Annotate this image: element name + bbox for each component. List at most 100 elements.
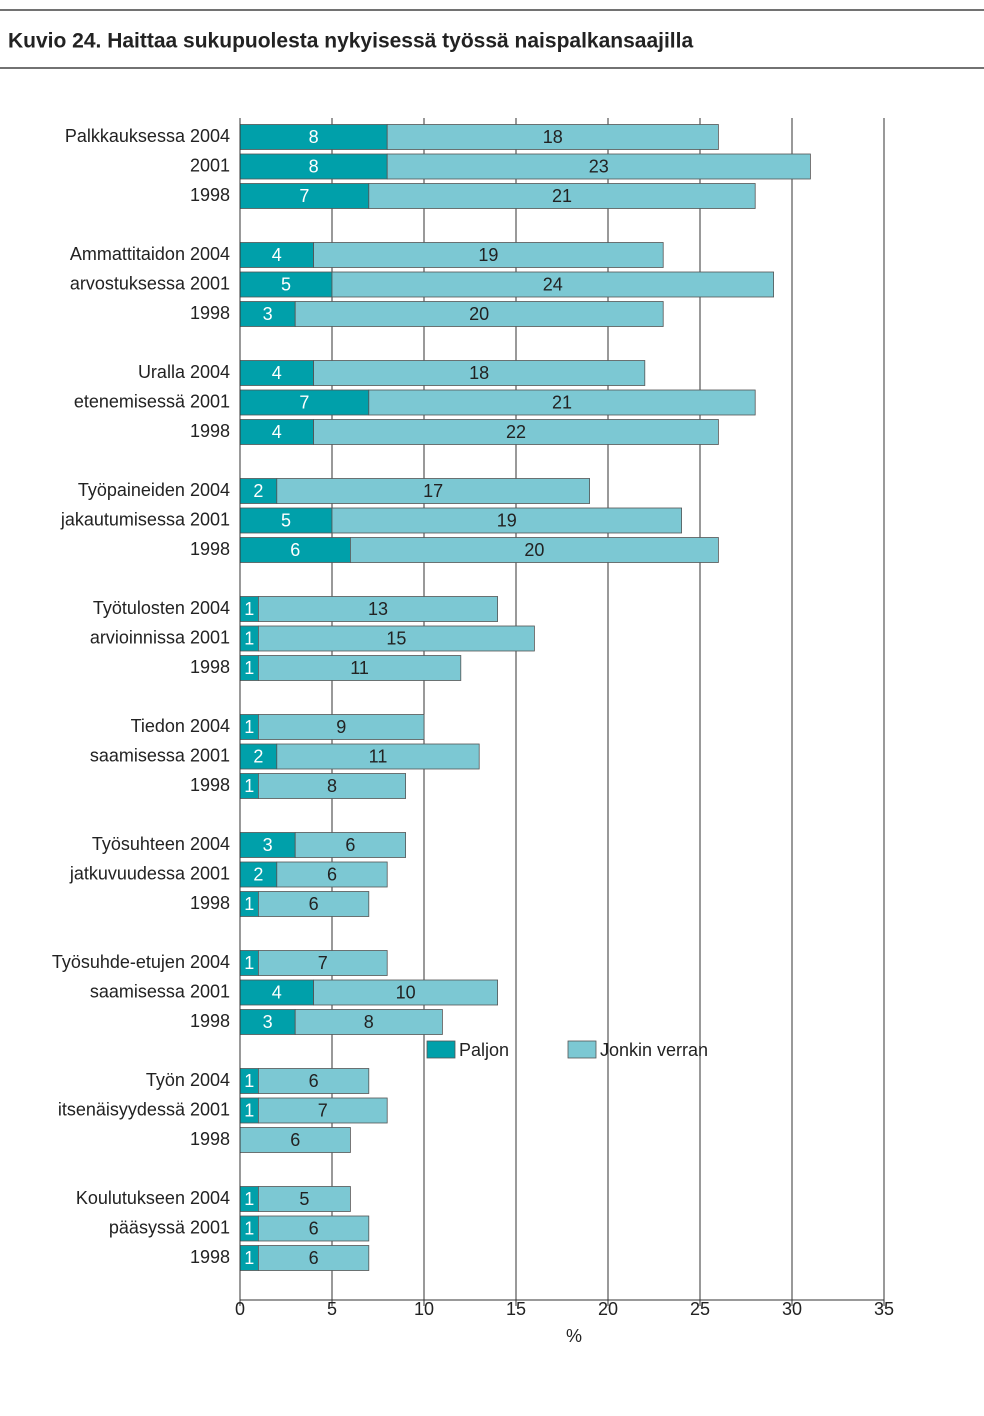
- data-label: 1: [244, 1100, 254, 1120]
- legend-label: Paljon: [459, 1040, 509, 1060]
- bar-segment: [349, 537, 719, 563]
- legend-swatch: [426, 1040, 456, 1059]
- data-label: 9: [336, 717, 346, 737]
- data-label: 2: [253, 481, 263, 501]
- bar-segment: [239, 861, 278, 888]
- data-label: 6: [309, 1248, 319, 1268]
- data-label: 5: [281, 510, 291, 530]
- data-label: 6: [345, 835, 355, 855]
- data-label: 4: [272, 422, 282, 442]
- data-label: 1: [244, 1071, 254, 1091]
- data-label: 17: [423, 481, 443, 501]
- bar-segment: [257, 714, 425, 740]
- data-label: 3: [263, 1012, 273, 1032]
- y-tick-label: etenemisessä 2001: [74, 391, 230, 411]
- data-label: 6: [327, 864, 337, 884]
- x-tick-label: 25: [690, 1299, 710, 1319]
- y-tick-label: Palkkauksessa 2004: [65, 126, 230, 146]
- x-tick-label: 0: [235, 1299, 245, 1319]
- bar-segment: [257, 625, 535, 652]
- y-tick-label: arvioinnissa 2001: [90, 627, 230, 647]
- y-tick-label: jakautumisessa 2001: [60, 509, 230, 529]
- bar-segment: [257, 655, 462, 681]
- data-label: 24: [543, 274, 563, 294]
- data-label: 1: [244, 658, 254, 678]
- y-tick-label: Tiedon 2004: [131, 716, 230, 736]
- x-tick-label: 10: [414, 1299, 434, 1319]
- data-label: 18: [469, 363, 489, 383]
- data-label: 10: [396, 982, 416, 1002]
- y-tick-label: pääsyssä 2001: [109, 1217, 230, 1237]
- data-label: 6: [309, 1218, 319, 1238]
- data-label: 1: [244, 953, 254, 973]
- y-tick-label: 1998: [190, 303, 230, 323]
- y-tick-label: 1998: [190, 1247, 230, 1267]
- x-tick-label: 35: [874, 1299, 894, 1319]
- data-label: 4: [272, 245, 282, 265]
- bar-segment: [313, 979, 499, 1006]
- y-tick-label: 1998: [190, 1129, 230, 1149]
- bar-segment: [239, 389, 370, 416]
- data-label: 7: [318, 1100, 328, 1120]
- data-label: 2: [253, 864, 263, 884]
- data-label: 7: [299, 392, 309, 412]
- y-tick-label: 1998: [190, 893, 230, 913]
- x-axis-label: %: [566, 1326, 582, 1346]
- bar-segment: [239, 360, 314, 386]
- bar-segment: [257, 1186, 351, 1212]
- data-label: 7: [299, 186, 309, 206]
- bar-segment: [313, 360, 646, 386]
- y-tick-label: 1998: [190, 539, 230, 559]
- bar-segment: [294, 301, 664, 327]
- data-label: 8: [309, 127, 319, 147]
- bar-segment: [276, 743, 480, 770]
- data-label: 1: [244, 628, 254, 648]
- bar-segment: [294, 1009, 443, 1035]
- y-tick-label: 1998: [190, 775, 230, 795]
- data-label: 1: [244, 717, 254, 737]
- data-label: 2: [253, 746, 263, 766]
- legend-label: Jonkin verran: [600, 1040, 708, 1060]
- x-tick-label: 5: [327, 1299, 337, 1319]
- y-tick-label: Ammattitaidon 2004: [70, 244, 230, 264]
- bar-segment: [257, 1097, 388, 1124]
- bar-segment: [239, 478, 278, 504]
- data-label: 21: [552, 186, 572, 206]
- data-label: 8: [364, 1012, 374, 1032]
- data-label: 23: [589, 156, 609, 176]
- y-tick-label: 1998: [190, 185, 230, 205]
- bar-segment: [257, 891, 370, 917]
- data-label: 4: [272, 363, 282, 383]
- data-label: 5: [281, 274, 291, 294]
- bar-segment: [368, 183, 756, 209]
- y-tick-label: Työsuhteen 2004: [92, 834, 230, 854]
- data-label: 3: [263, 304, 273, 324]
- y-tick-label: saamisessa 2001: [90, 981, 230, 1001]
- data-label: 3: [263, 835, 273, 855]
- y-tick-label: jatkuvuudessa 2001: [69, 863, 230, 883]
- y-tick-label: 2001: [190, 155, 230, 175]
- y-tick-label: 1998: [190, 657, 230, 677]
- data-label: 1: [244, 599, 254, 619]
- bar-segment: [276, 478, 590, 504]
- data-label: 6: [309, 894, 319, 914]
- data-label: 7: [318, 953, 328, 973]
- bar-segment: [239, 1009, 296, 1035]
- x-tick-label: 20: [598, 1299, 618, 1319]
- data-label: 8: [327, 776, 337, 796]
- data-label: 6: [309, 1071, 319, 1091]
- data-label: 4: [272, 982, 282, 1002]
- bar-segment: [257, 1215, 370, 1242]
- data-label: 1: [244, 1189, 254, 1209]
- y-tick-label: 1998: [190, 421, 230, 441]
- x-tick-label: 15: [506, 1299, 526, 1319]
- bar-segment: [257, 950, 388, 976]
- data-label: 22: [506, 422, 526, 442]
- data-label: 6: [290, 540, 300, 560]
- bar-segment: [257, 773, 406, 799]
- y-tick-label: Työsuhde-etujen 2004: [52, 952, 230, 972]
- data-label: 11: [350, 658, 369, 678]
- bar-segment: [331, 271, 775, 298]
- bar-segment: [239, 507, 333, 534]
